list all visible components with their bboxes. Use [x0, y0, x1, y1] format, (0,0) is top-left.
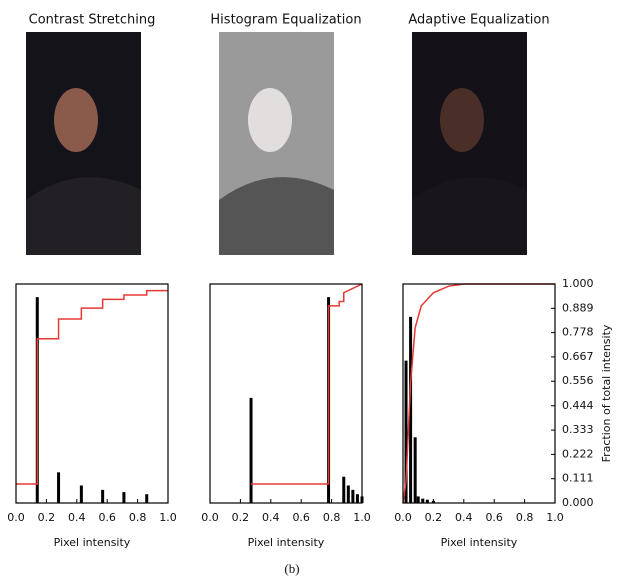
x-tick-label: 0.4	[455, 511, 473, 524]
y2-tick-label: 1.000	[562, 277, 594, 290]
bar	[413, 437, 417, 503]
plot-frame	[402, 283, 556, 504]
x-tick-label: 0.4	[262, 511, 280, 524]
cdf-line	[402, 283, 555, 504]
x-tick-label: 0.8	[129, 511, 147, 524]
y2-tick-label: 0.889	[562, 301, 594, 314]
chart-title: Contrast Stretching	[29, 13, 156, 28]
bar	[409, 316, 413, 503]
cdf-line	[16, 289, 168, 485]
bar	[421, 498, 425, 503]
x-tick-label: 1.0	[353, 511, 371, 524]
y2-tick-label: 0.000	[562, 496, 594, 509]
bar	[346, 485, 350, 503]
y2-tick-label: 0.111	[562, 472, 594, 485]
bar	[342, 476, 346, 503]
x-tick-label: 0.2	[232, 511, 250, 524]
y2-tick-label: 0.556	[562, 374, 594, 387]
y2-tick-label: 0.667	[562, 350, 594, 363]
x-axis-label: Pixel intensity	[441, 536, 518, 549]
cdf-line	[251, 283, 363, 485]
bar	[145, 494, 149, 503]
image-histeq	[219, 32, 334, 255]
x-axis-label: Pixel intensity	[248, 536, 325, 549]
y2-tick-label: 0.222	[562, 447, 594, 460]
caption: (b)	[284, 561, 299, 576]
x-tick-label: 0.0	[394, 511, 412, 524]
bar	[101, 489, 105, 503]
x-tick-label: 0.6	[292, 511, 310, 524]
plot-frame	[209, 283, 363, 504]
plot-frame	[15, 283, 169, 504]
bar	[249, 397, 253, 503]
bar	[122, 492, 126, 503]
x-tick-label: 0.6	[98, 511, 116, 524]
x-tick-label: 0.8	[323, 511, 341, 524]
x-axis-label: Pixel intensity	[54, 536, 131, 549]
x-tick-label: 0.8	[516, 511, 534, 524]
bar	[355, 494, 359, 503]
bar	[404, 360, 408, 503]
chart-title: Adaptive Equalization	[408, 13, 549, 28]
y2-tick-label: 0.333	[562, 423, 594, 436]
x-tick-label: 0.4	[68, 511, 86, 524]
y2-tick-label: 0.444	[562, 399, 594, 412]
bar	[57, 472, 61, 503]
chart-title: Histogram Equalization	[210, 13, 361, 28]
image-contrast	[26, 32, 141, 255]
y2-tick-label: 0.778	[562, 326, 594, 339]
x-tick-label: 0.6	[485, 511, 503, 524]
x-tick-label: 0.0	[7, 511, 25, 524]
bar	[79, 485, 83, 503]
image-adaptive	[412, 32, 527, 255]
x-tick-label: 0.2	[38, 511, 56, 524]
x-tick-label: 0.2	[425, 511, 443, 524]
bar	[425, 499, 429, 503]
x-tick-label: 0.0	[201, 511, 219, 524]
x-tick-label: 1.0	[159, 511, 177, 524]
bar	[351, 489, 355, 503]
bar	[416, 496, 420, 503]
y2-axis-label: Fraction of total intensity	[600, 324, 613, 462]
x-tick-label: 1.0	[546, 511, 564, 524]
